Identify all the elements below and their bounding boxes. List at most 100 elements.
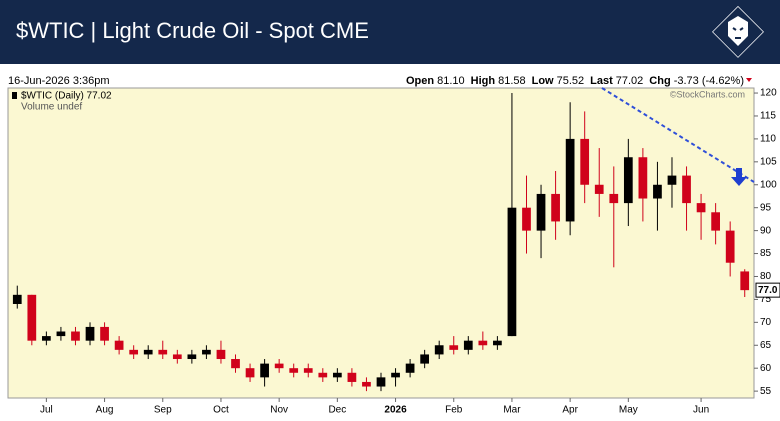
candle-body: [551, 193, 560, 222]
quote-label: High: [471, 75, 496, 87]
y-tick-label: 75: [760, 294, 772, 305]
chart: 16-Jun-2026 3:36pm $WTIC (Daily) 77.02 V…: [7, 75, 780, 416]
candle-body: [638, 157, 648, 199]
y-tick-label: 100: [760, 179, 777, 190]
candle-body: [711, 212, 720, 231]
y-tick-label: 115: [760, 111, 776, 122]
candle-body: [376, 377, 386, 387]
x-tick-label: May: [619, 405, 638, 416]
quote-value: 77.02: [616, 75, 644, 87]
x-tick-label: Jul: [40, 405, 53, 416]
x-tick-label: Nov: [270, 405, 288, 416]
candle-body: [391, 372, 400, 378]
x-tick-label: Apr: [562, 405, 578, 416]
candle-body: [434, 345, 444, 355]
candle-body: [653, 184, 662, 199]
header-bar: $WTIC | Light Crude Oil - Spot CME: [0, 0, 780, 64]
candle-body: [522, 207, 531, 231]
last-price-label: 77.0: [758, 285, 778, 296]
candle-body: [594, 184, 604, 194]
candle-body: [449, 345, 459, 350]
logo: [712, 6, 764, 58]
candle-body: [129, 349, 139, 355]
legend-icon: [12, 92, 17, 99]
down-marker: [746, 78, 752, 82]
x-tick-label: Feb: [445, 405, 463, 416]
candle-body: [405, 363, 415, 373]
x-tick-label: Aug: [96, 405, 114, 416]
candle-body: [303, 368, 313, 373]
candle-body: [231, 359, 240, 369]
x-tick-label: Sep: [154, 405, 172, 416]
candle-body: [536, 193, 546, 231]
last-price-box: [755, 282, 780, 298]
candle-body: [245, 368, 255, 378]
candle-body: [216, 349, 226, 360]
candle-body: [158, 349, 168, 355]
candle-body: [667, 175, 677, 185]
candle-body: [260, 363, 269, 378]
candle-body: [318, 372, 328, 378]
candle-body: [12, 294, 22, 304]
y-tick-label: 105: [760, 156, 777, 167]
x-tick-label: Mar: [503, 405, 521, 416]
legend-volume: Volume undef: [21, 102, 82, 113]
y-tick-label: 110: [760, 134, 776, 145]
candle-body: [274, 363, 284, 369]
quote-label: Open: [406, 75, 434, 87]
candle-body: [100, 326, 109, 341]
candle-body: [580, 138, 590, 185]
candle-body: [362, 381, 371, 387]
candle-body: [114, 340, 124, 350]
x-tick-label: Oct: [213, 405, 229, 416]
y-tick-label: 85: [760, 248, 772, 259]
y-tick-label: 65: [760, 340, 772, 351]
arrow: [731, 168, 747, 186]
candle-body: [347, 372, 357, 382]
x-tick-label: Jun: [693, 405, 709, 416]
quote-label: Low: [532, 75, 554, 87]
quote-value: -3.73 (-4.62%): [674, 75, 744, 87]
plot-area: [7, 87, 755, 399]
candle-body: [478, 340, 488, 346]
candle-body: [623, 157, 633, 204]
candle-body: [332, 372, 342, 378]
quote-line: Open 81.10 High 81.58 Low 75.52 Last 77.02 Chg -3…: [406, 75, 744, 87]
candle-body: [85, 326, 95, 341]
candle-body: [507, 207, 517, 337]
y-tick-label: 95: [760, 202, 772, 213]
trend-line: [601, 87, 755, 183]
quote-label: Chg: [649, 75, 670, 87]
y-tick-label: 90: [760, 225, 772, 236]
candle-body: [71, 331, 80, 341]
candle-body: [187, 354, 197, 360]
candle-body: [609, 193, 619, 204]
quote-value: 81.58: [498, 75, 526, 87]
candle-body: [696, 203, 706, 213]
candle-body: [740, 271, 750, 291]
watermark: ©StockCharts.com: [670, 89, 745, 99]
date-time: 16-Jun-2026 3:36pm: [8, 75, 110, 87]
y-tick-label: 55: [760, 386, 772, 397]
candle-body: [463, 340, 473, 350]
quote-label: Last: [590, 75, 613, 87]
x-tick-label: 2026: [384, 405, 407, 416]
candle-body: [27, 294, 37, 341]
quote-value: 81.10: [437, 75, 465, 87]
x-tick-label: Dec: [328, 405, 346, 416]
candle-body: [682, 175, 691, 204]
candle-body: [725, 230, 735, 263]
candle-body: [420, 354, 430, 364]
quote-value: 75.52: [557, 75, 585, 87]
candle-body: [172, 354, 182, 360]
page-title: $WTIC | Light Crude Oil - Spot CME: [16, 18, 369, 43]
y-tick-label: 70: [760, 317, 772, 328]
candle-body: [56, 331, 66, 337]
candle-body: [289, 368, 299, 373]
legend-price: $WTIC (Daily) 77.02: [21, 91, 112, 102]
candle-body: [143, 349, 153, 355]
candle-body: [202, 349, 211, 355]
y-tick-label: 120: [760, 88, 777, 99]
y-tick-label: 60: [760, 363, 772, 374]
